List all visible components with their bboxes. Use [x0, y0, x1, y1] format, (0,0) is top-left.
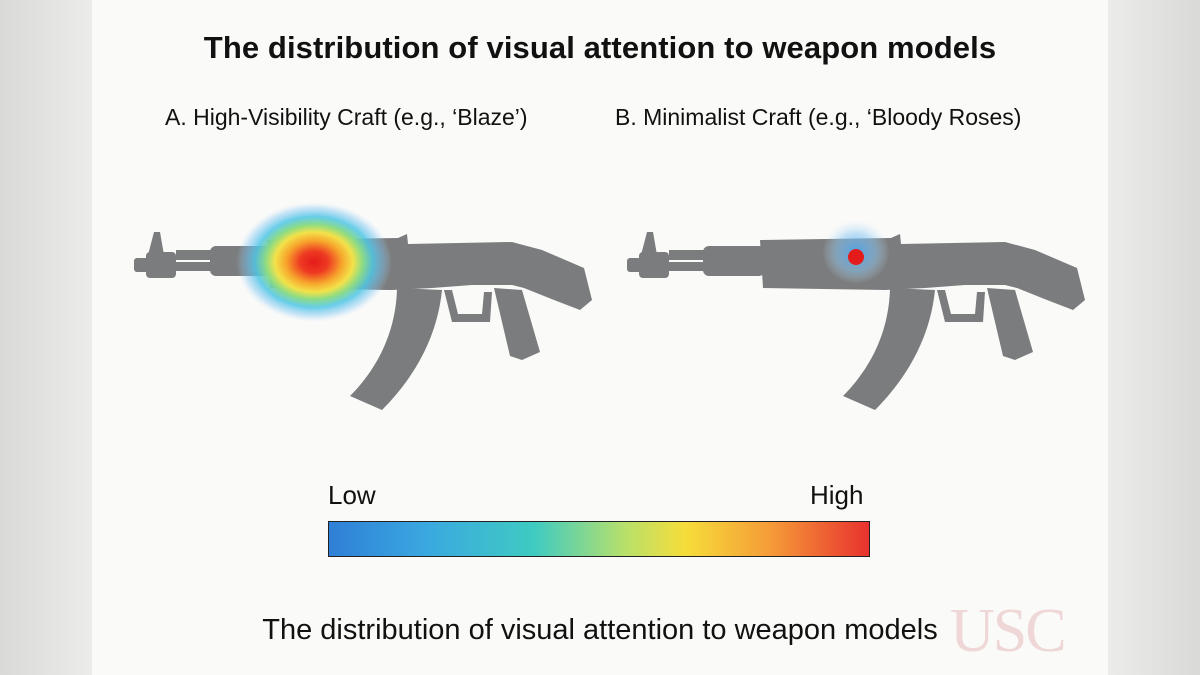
attention-color-scale — [328, 521, 870, 557]
figure-panel: The distribution of visual attention to … — [92, 0, 1108, 675]
right-margin — [1108, 0, 1200, 675]
heatmap-b-point — [848, 249, 864, 265]
scale-low-label: Low — [328, 480, 376, 510]
figure-title: The distribution of visual attention to … — [203, 30, 997, 65]
weapon-diagram — [134, 202, 1085, 410]
panel-b-label: B. Minimalist Craft (e.g., ‘Bloody Roses… — [615, 104, 1022, 130]
scale-high-label: High — [810, 480, 864, 510]
left-margin — [0, 0, 92, 675]
university-seal-icon: USC — [950, 597, 1067, 665]
panel-a-label: A. High-Visibility Craft (e.g., ‘Blaze’) — [165, 104, 528, 130]
heatmap-a-glow — [236, 202, 392, 322]
figure-caption: The distribution of visual attention to … — [262, 614, 938, 646]
